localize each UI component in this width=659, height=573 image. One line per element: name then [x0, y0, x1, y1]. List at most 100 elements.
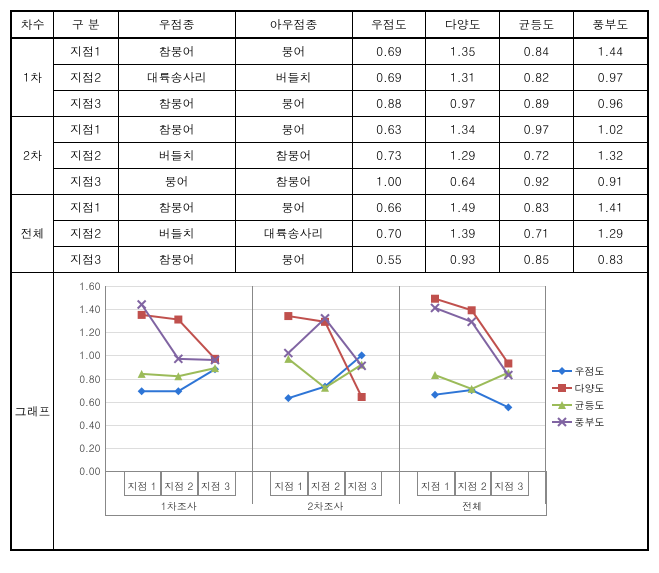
x-point-label: 지점 1	[274, 479, 303, 493]
line-chart: 0.000.200.400.600.801.001.201.401.601차조사…	[70, 281, 630, 541]
legend-item: 우점도	[552, 364, 604, 378]
value-cell: 1.31	[426, 65, 500, 91]
x-point-label: 지점 1	[128, 479, 157, 493]
x-point-label: 지점 3	[494, 479, 523, 493]
y-tick-label: 0.00	[70, 464, 100, 478]
value-cell: 대륙송사리	[118, 65, 235, 91]
legend-item: 균등도	[552, 398, 604, 412]
col-header: 구 분	[53, 11, 118, 38]
y-tick-label: 1.00	[70, 348, 100, 362]
legend-label: 다양도	[574, 381, 604, 395]
value-cell: 참붕어	[118, 91, 235, 117]
value-cell: 0.89	[499, 91, 573, 117]
y-tick-label: 1.40	[70, 302, 100, 316]
value-cell: 참붕어	[118, 247, 235, 273]
value-cell: 1.02	[573, 117, 648, 143]
value-cell: 1.41	[573, 195, 648, 221]
legend-line-icon	[552, 404, 572, 406]
value-cell: 버들치	[118, 221, 235, 247]
series-line	[435, 308, 508, 375]
value-cell: 0.73	[352, 143, 426, 169]
chart-label-cell: 그래프	[11, 273, 53, 551]
value-cell: 0.64	[426, 169, 500, 195]
value-cell: 0.82	[499, 65, 573, 91]
col-header: 풍부도	[573, 11, 648, 38]
col-header: 차수	[11, 11, 53, 38]
series-marker	[505, 359, 513, 367]
series-line	[142, 305, 215, 361]
legend-label: 풍부도	[574, 415, 604, 429]
value-cell: 1.44	[573, 38, 648, 65]
value-cell: 대륙송사리	[235, 221, 352, 247]
value-cell: 버들치	[235, 65, 352, 91]
value-cell: 1.39	[426, 221, 500, 247]
panel-label: 2차조사	[308, 499, 344, 513]
chart-cell: 0.000.200.400.600.801.001.201.401.601차조사…	[53, 273, 648, 551]
table-row: 지점2버들치참붕어0.731.290.721.32	[11, 143, 648, 169]
series-marker	[431, 295, 439, 303]
value-cell: 붕어	[235, 247, 352, 273]
y-tick-label: 0.20	[70, 441, 100, 455]
series-marker	[285, 312, 293, 320]
x-point-label: 지점 3	[348, 479, 377, 493]
value-cell: 참붕어	[118, 117, 235, 143]
data-table: 차수구 분우점종아우점종우점도다양도균등도풍부도 1차지점1참붕어붕어0.691…	[10, 10, 649, 551]
table-row: 지점3참붕어붕어0.550.930.850.83	[11, 247, 648, 273]
value-cell: 0.69	[352, 38, 426, 65]
value-cell: 0.55	[352, 247, 426, 273]
value-cell: 붕어	[235, 195, 352, 221]
value-cell: 1.35	[426, 38, 500, 65]
series-marker	[285, 394, 293, 402]
value-cell: 0.71	[499, 221, 573, 247]
x-point-label: 지점 1	[421, 479, 450, 493]
value-cell: 참붕어	[118, 38, 235, 65]
legend-item: 풍부도	[552, 415, 604, 429]
series-marker	[505, 403, 513, 411]
x-point-label: 지점 2	[311, 479, 340, 493]
series-marker	[138, 311, 146, 319]
legend-label: 우점도	[574, 364, 604, 378]
group-label: 2차	[11, 117, 53, 195]
point-cell: 지점2	[53, 143, 118, 169]
value-cell: 붕어	[235, 38, 352, 65]
value-cell: 1.34	[426, 117, 500, 143]
y-tick-label: 0.60	[70, 395, 100, 409]
value-cell: 버들치	[118, 143, 235, 169]
legend-label: 균등도	[574, 398, 604, 412]
panel-label: 전체	[462, 499, 482, 513]
value-cell: 0.97	[426, 91, 500, 117]
table-row: 지점2대륙송사리버들치0.691.310.820.97	[11, 65, 648, 91]
point-cell: 지점1	[53, 38, 118, 65]
y-tick-label: 1.60	[70, 279, 100, 293]
value-cell: 참붕어	[235, 143, 352, 169]
value-cell: 0.84	[499, 38, 573, 65]
header-row: 차수구 분우점종아우점종우점도다양도균등도풍부도	[11, 11, 648, 38]
value-cell: 붕어	[235, 91, 352, 117]
value-cell: 1.49	[426, 195, 500, 221]
chart-row: 그래프0.000.200.400.600.801.001.201.401.601…	[11, 273, 648, 551]
legend: 우점도다양도균등도풍부도	[552, 361, 604, 432]
col-header: 우점종	[118, 11, 235, 38]
col-header: 우점도	[352, 11, 426, 38]
value-cell: 0.63	[352, 117, 426, 143]
point-cell: 지점3	[53, 247, 118, 273]
value-cell: 1.29	[426, 143, 500, 169]
value-cell: 참붕어	[235, 169, 352, 195]
value-cell: 0.97	[573, 65, 648, 91]
y-tick-label: 1.20	[70, 325, 100, 339]
legend-marker-icon	[557, 366, 567, 376]
x-point-label: 지점 3	[201, 479, 230, 493]
group-label: 1차	[11, 38, 53, 117]
value-cell: 0.83	[573, 247, 648, 273]
col-header: 균등도	[499, 11, 573, 38]
table-row: 1차지점1참붕어붕어0.691.350.841.44	[11, 38, 648, 65]
y-tick-label: 0.40	[70, 418, 100, 432]
legend-line-icon	[552, 387, 572, 389]
series-marker	[431, 391, 439, 399]
x-point-label: 지점 2	[164, 479, 193, 493]
value-cell: 붕어	[118, 169, 235, 195]
series-marker	[175, 316, 183, 324]
value-cell: 0.72	[499, 143, 573, 169]
group-label: 전체	[11, 195, 53, 273]
col-header: 아우점종	[235, 11, 352, 38]
